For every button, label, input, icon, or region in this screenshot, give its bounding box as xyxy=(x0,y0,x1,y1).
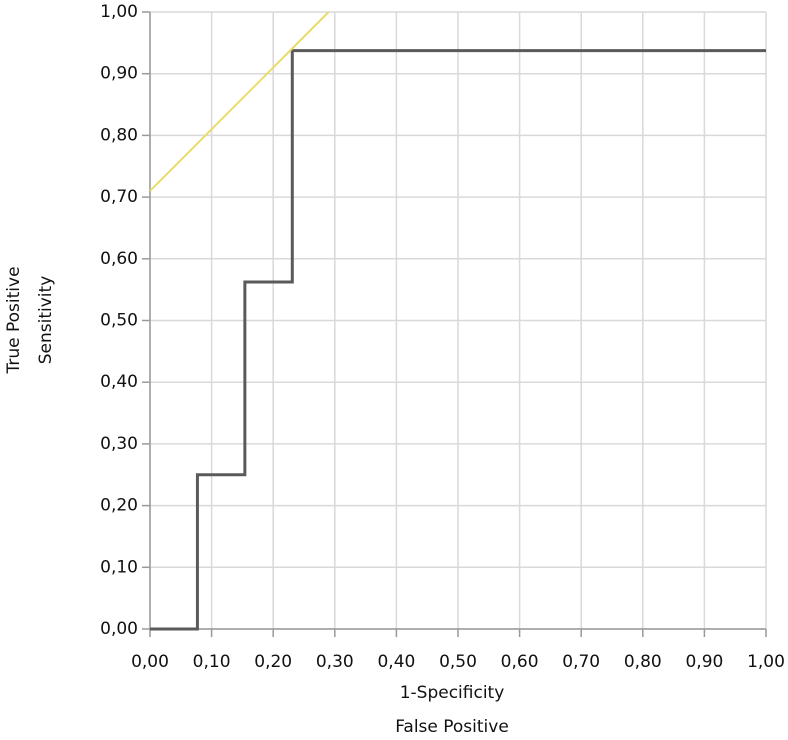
x-tick-label: 0,30 xyxy=(316,652,354,672)
y-tick-label: 0,40 xyxy=(100,372,138,392)
x-tick-label: 0,70 xyxy=(562,652,600,672)
roc-line xyxy=(150,49,766,631)
y-tick-label: 1,00 xyxy=(100,2,138,22)
x-tick-label: 0,10 xyxy=(193,652,231,672)
y-tick-label: 0,30 xyxy=(100,434,138,454)
y-axis-label: Sensitivity xyxy=(36,276,56,365)
x-tick-label: 0,80 xyxy=(624,652,662,672)
y-tick-label: 0,80 xyxy=(100,125,138,145)
x-tick-label: 0,40 xyxy=(377,652,415,672)
roc-line xyxy=(149,11,330,192)
y-tick-label: 0,00 xyxy=(100,619,138,639)
x-tick-label: 0,90 xyxy=(685,652,723,672)
y-tick-label: 0,60 xyxy=(100,249,138,269)
x-axis-label: 1-Specificity xyxy=(400,683,505,703)
x-tick-label: 1,00 xyxy=(747,652,785,672)
x-tick-label: 0,00 xyxy=(131,652,169,672)
y-tick-label: 0,10 xyxy=(100,557,138,577)
y-axis-label: True Positive xyxy=(4,266,24,374)
x-tick-label: 0,50 xyxy=(439,652,477,672)
y-tick-label: 0,20 xyxy=(100,496,138,516)
y-tick-label: 0,50 xyxy=(100,311,138,331)
x-tick-label: 0,20 xyxy=(254,652,292,672)
y-tick-label: 0,70 xyxy=(100,187,138,207)
y-tick-label: 0,90 xyxy=(100,64,138,84)
x-axis-label: False Positive xyxy=(395,717,509,737)
x-tick-label: 0,60 xyxy=(501,652,539,672)
